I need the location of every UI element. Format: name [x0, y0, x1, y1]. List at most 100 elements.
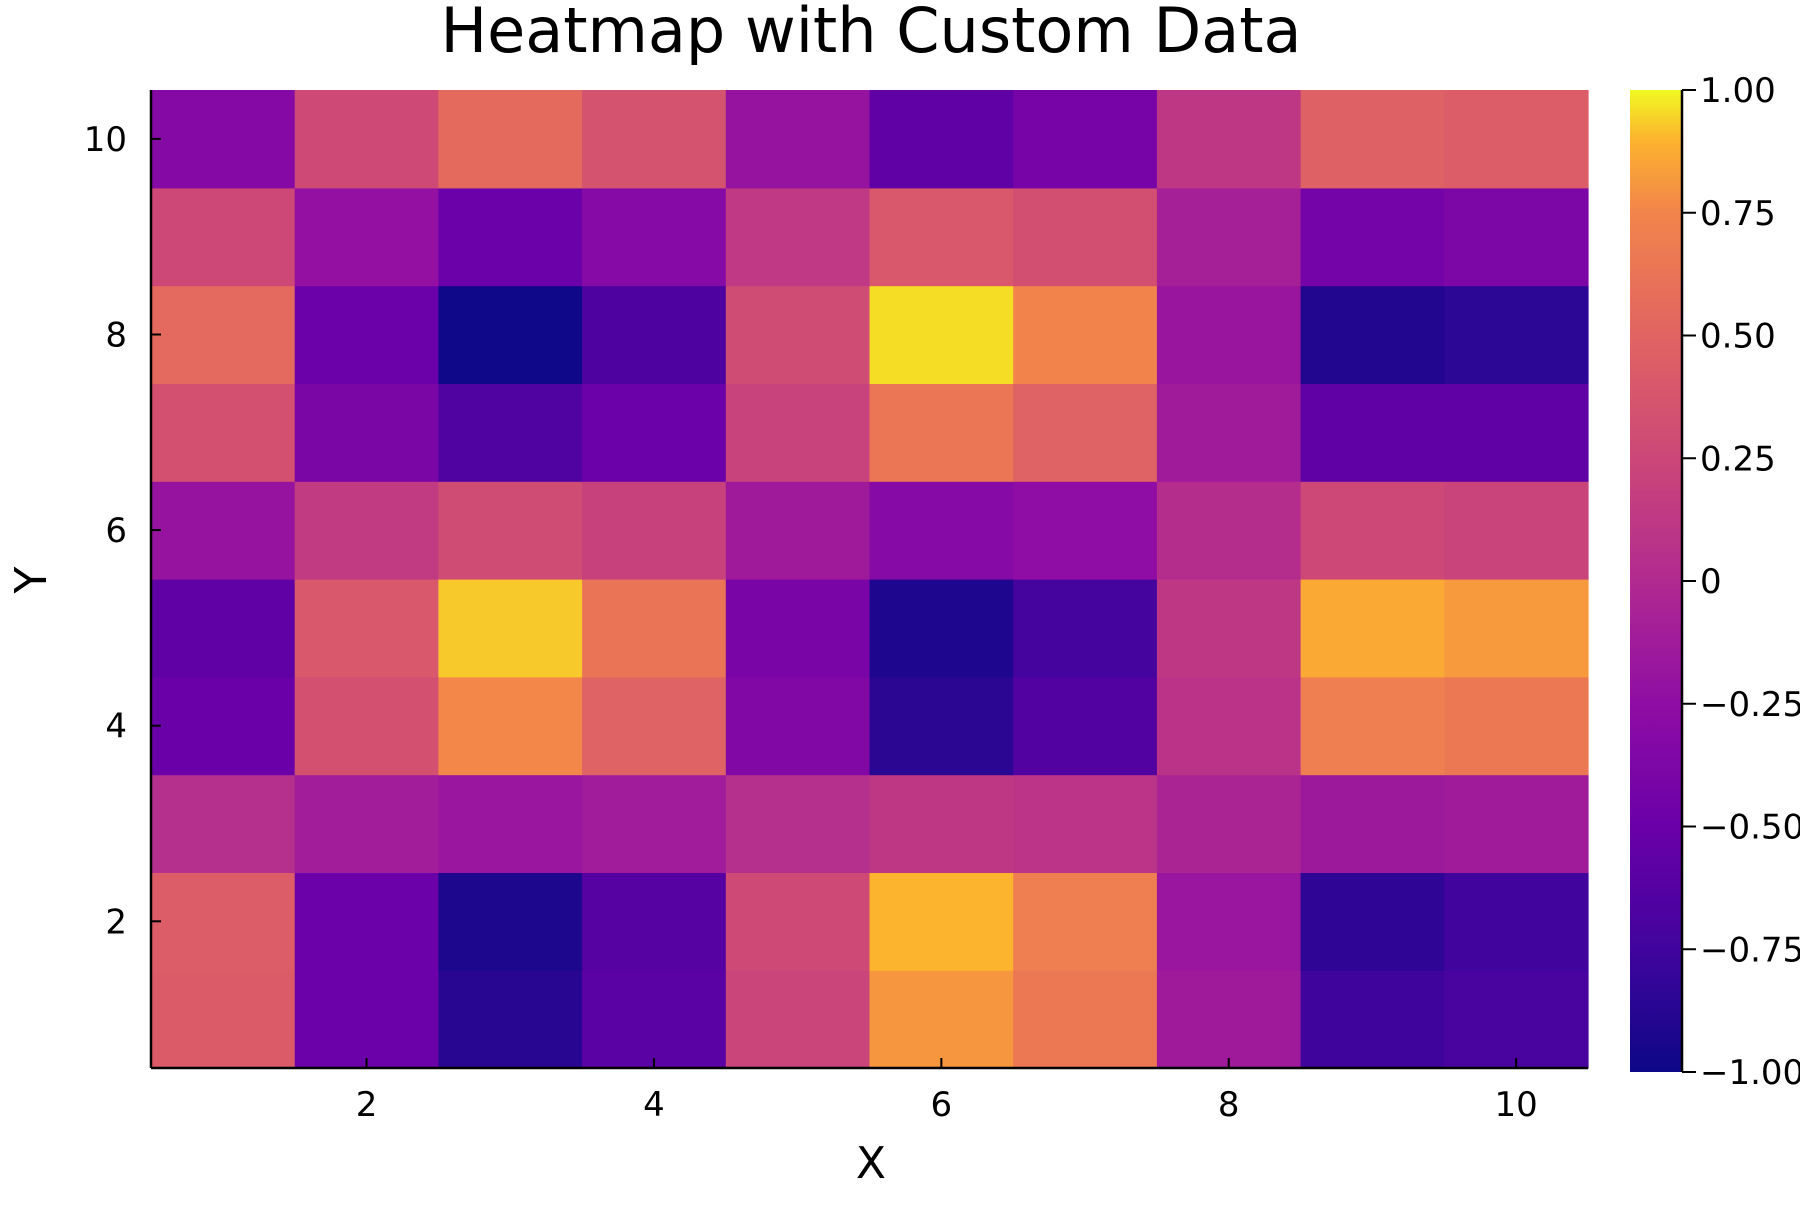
heatmap-cell-x4-y1 [582, 970, 727, 1069]
heatmap-cell-x10-y10 [1444, 90, 1589, 189]
colorbar-tick-label: −0.75 [1700, 930, 1800, 970]
heatmap-cell-x8-y3 [1156, 774, 1302, 873]
y-tick-label: 8 [105, 316, 127, 356]
heatmap-cell-x4-y9 [582, 187, 727, 287]
heatmap-cell-x7-y7 [1013, 383, 1158, 482]
heatmap-cell-x4-y8 [582, 285, 727, 384]
heatmap-cell-x9-y10 [1300, 90, 1445, 189]
colorbar-tick-label: 0 [1700, 562, 1722, 602]
heatmap-cell-x2-y3 [294, 774, 439, 873]
heatmap-cell-x4-y6 [582, 481, 727, 580]
heatmap-cell-x8-y7 [1156, 383, 1302, 482]
x-tick-label: 10 [1495, 1085, 1538, 1125]
heatmap-cell-x6-y3 [869, 774, 1014, 873]
heatmap-cell-x5-y7 [725, 383, 871, 482]
heatmap-cell-x1-y2 [151, 872, 296, 971]
heatmap-cell-x6-y9 [869, 187, 1014, 287]
colorbar-tick-label: 0.50 [1700, 317, 1776, 357]
heatmap-cell-x2-y10 [294, 90, 439, 189]
heatmap-cell-x9-y1 [1300, 970, 1445, 1069]
heatmap-cell-x10-y3 [1444, 774, 1589, 873]
heatmap-cell-x2-y1 [294, 970, 439, 1069]
heatmap-cells [151, 90, 1589, 1069]
colorbar-tick-label: −1.00 [1700, 1053, 1800, 1093]
heatmap-cell-x6-y10 [869, 90, 1014, 189]
heatmap-cell-x10-y6 [1444, 481, 1589, 580]
x-axis-title: X [856, 1138, 886, 1189]
heatmap-cell-x4-y3 [582, 774, 727, 873]
heatmap-cell-x6-y8 [869, 285, 1014, 384]
heatmap-cell-x6-y6 [869, 481, 1014, 580]
heatmap-cell-x6-y1 [869, 970, 1014, 1069]
heatmap-cell-x2-y6 [294, 481, 439, 580]
heatmap-cell-x10-y9 [1444, 187, 1589, 287]
heatmap-cell-x3-y8 [438, 285, 583, 384]
heatmap-cell-x7-y5 [1013, 579, 1158, 678]
colorbar-tick-label: 1.00 [1700, 71, 1776, 111]
heatmap-cell-x9-y5 [1300, 579, 1445, 678]
heatmap-cell-x2-y7 [294, 383, 439, 482]
x-tick-label: 6 [931, 1085, 953, 1125]
heatmap-cell-x10-y1 [1444, 970, 1589, 1069]
heatmap-cell-x7-y10 [1013, 90, 1158, 189]
heatmap-cell-x4-y10 [582, 90, 727, 189]
heatmap-cell-x10-y8 [1444, 285, 1589, 384]
x-ticks: 2 4 6 8 10 [356, 1058, 1538, 1125]
heatmap-cell-x7-y9 [1013, 187, 1158, 287]
heatmap-cell-x6-y5 [869, 579, 1014, 678]
colorbar-gradient [1630, 90, 1682, 1072]
y-tick-label: 2 [105, 902, 127, 942]
y-tick-label: 10 [84, 120, 127, 160]
heatmap-cell-x4-y7 [582, 383, 727, 482]
heatmap-cell-x5-y4 [725, 676, 871, 776]
heatmap-cell-x8-y9 [1156, 187, 1302, 287]
heatmap-cell-x3-y3 [438, 774, 583, 873]
heatmap-cell-x8-y10 [1156, 90, 1302, 189]
heatmap-cell-x5-y9 [725, 187, 871, 287]
heatmap-cell-x1-y10 [151, 90, 296, 189]
heatmap-cell-x2-y4 [294, 676, 439, 776]
heatmap-cell-x1-y9 [151, 187, 296, 287]
chart-title: Heatmap with Custom Data [440, 0, 1301, 67]
heatmap-cell-x3-y1 [438, 970, 583, 1069]
heatmap-cell-x7-y6 [1013, 481, 1158, 580]
heatmap-cell-x9-y9 [1300, 187, 1445, 287]
heatmap-cell-x3-y4 [438, 676, 583, 776]
heatmap-cell-x3-y7 [438, 383, 583, 482]
heatmap-cell-x7-y4 [1013, 676, 1158, 776]
heatmap-cell-x8-y2 [1156, 872, 1302, 971]
heatmap-cell-x6-y7 [869, 383, 1014, 482]
heatmap-cell-x7-y8 [1013, 285, 1158, 384]
heatmap-cell-x5-y3 [725, 774, 871, 873]
colorbar-tick-label: 0.25 [1700, 439, 1776, 479]
heatmap-cell-x3-y10 [438, 90, 583, 189]
heatmap-cell-x5-y8 [725, 285, 871, 384]
heatmap-cell-x9-y3 [1300, 774, 1445, 873]
y-tick-label: 4 [105, 707, 127, 747]
colorbar-tick-label: −0.50 [1700, 808, 1800, 848]
heatmap-cell-x7-y3 [1013, 774, 1158, 873]
heatmap-cell-x5-y10 [725, 90, 871, 189]
heatmap-cell-x5-y2 [725, 872, 871, 971]
heatmap-cell-x8-y4 [1156, 676, 1302, 776]
heatmap-cell-x3-y2 [438, 872, 583, 971]
x-tick-label: 4 [643, 1085, 665, 1125]
heatmap-cell-x5-y1 [725, 970, 871, 1069]
heatmap-cell-x4-y5 [582, 579, 727, 678]
y-tick-label: 6 [105, 511, 127, 551]
heatmap-cell-x2-y5 [294, 579, 439, 678]
heatmap-cell-x1-y3 [151, 774, 296, 873]
heatmap-cell-x1-y1 [151, 970, 296, 1069]
heatmap-cell-x5-y5 [725, 579, 871, 678]
heatmap-cell-x6-y2 [869, 872, 1014, 971]
heatmap-cell-x9-y8 [1300, 285, 1445, 384]
axes [149, 90, 1588, 1070]
colorbar: 1.00 0.75 0.50 0.25 0 −0.25 −0.50 −0.75 −1.00 [1630, 71, 1800, 1093]
heatmap-cell-x2-y8 [294, 285, 439, 384]
heatmap-cell-x7-y1 [1013, 970, 1158, 1069]
x-tick-label: 2 [356, 1085, 378, 1125]
heatmap-cell-x1-y4 [151, 676, 296, 776]
heatmap-cell-x8-y8 [1156, 285, 1302, 384]
x-tick-label: 8 [1218, 1085, 1240, 1125]
